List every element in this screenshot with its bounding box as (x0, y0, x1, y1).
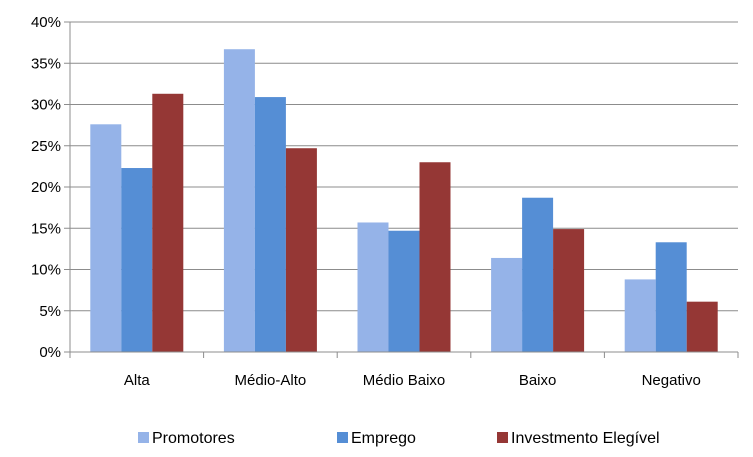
axes (64, 21, 739, 358)
bar (254, 97, 286, 352)
x-tick-label: Médio Baixo (363, 372, 446, 389)
y-tick-label: 5% (39, 303, 61, 320)
y-tick-label: 10% (31, 262, 61, 279)
x-tick-label: Alta (124, 372, 151, 389)
y-axis-tick-labels: 0% 5% 10% 15% 20% 25% 30% 35% 40% (31, 14, 61, 361)
legend-label: Investmento Elegível (511, 430, 660, 447)
bar (491, 257, 523, 352)
bars (90, 49, 718, 353)
bar (686, 301, 718, 352)
legend-swatch (337, 432, 348, 443)
legend: Promotores Emprego Investmento Elegível (138, 430, 660, 447)
y-tick-label: 30% (31, 97, 61, 114)
bar (522, 197, 554, 352)
bar (152, 93, 184, 353)
x-axis-tick-labels: Alta Médio-Alto Médio Baixo Baixo Negativo (124, 372, 701, 389)
y-tick-label: 40% (31, 14, 61, 31)
y-tick-label: 15% (31, 220, 61, 237)
y-tick-label: 0% (39, 344, 61, 361)
x-tick-label: Negativo (642, 372, 701, 389)
bar (553, 229, 585, 352)
legend-label: Promotores (152, 430, 235, 447)
x-tick-label: Baixo (519, 372, 557, 389)
legend-label: Emprego (351, 430, 416, 447)
bar (624, 279, 656, 352)
bar (419, 162, 451, 352)
y-tick-label: 25% (31, 138, 61, 155)
y-tick-label: 35% (31, 55, 61, 72)
x-tick-label: Médio-Alto (235, 372, 307, 389)
legend-swatch (497, 432, 508, 443)
legend-swatch (138, 432, 149, 443)
bar (285, 148, 317, 352)
bar (90, 124, 122, 352)
bar (655, 242, 687, 352)
bar (357, 222, 389, 352)
y-tick-label: 20% (31, 179, 61, 196)
bar (121, 168, 153, 352)
bar (388, 230, 420, 352)
bar (223, 49, 255, 352)
